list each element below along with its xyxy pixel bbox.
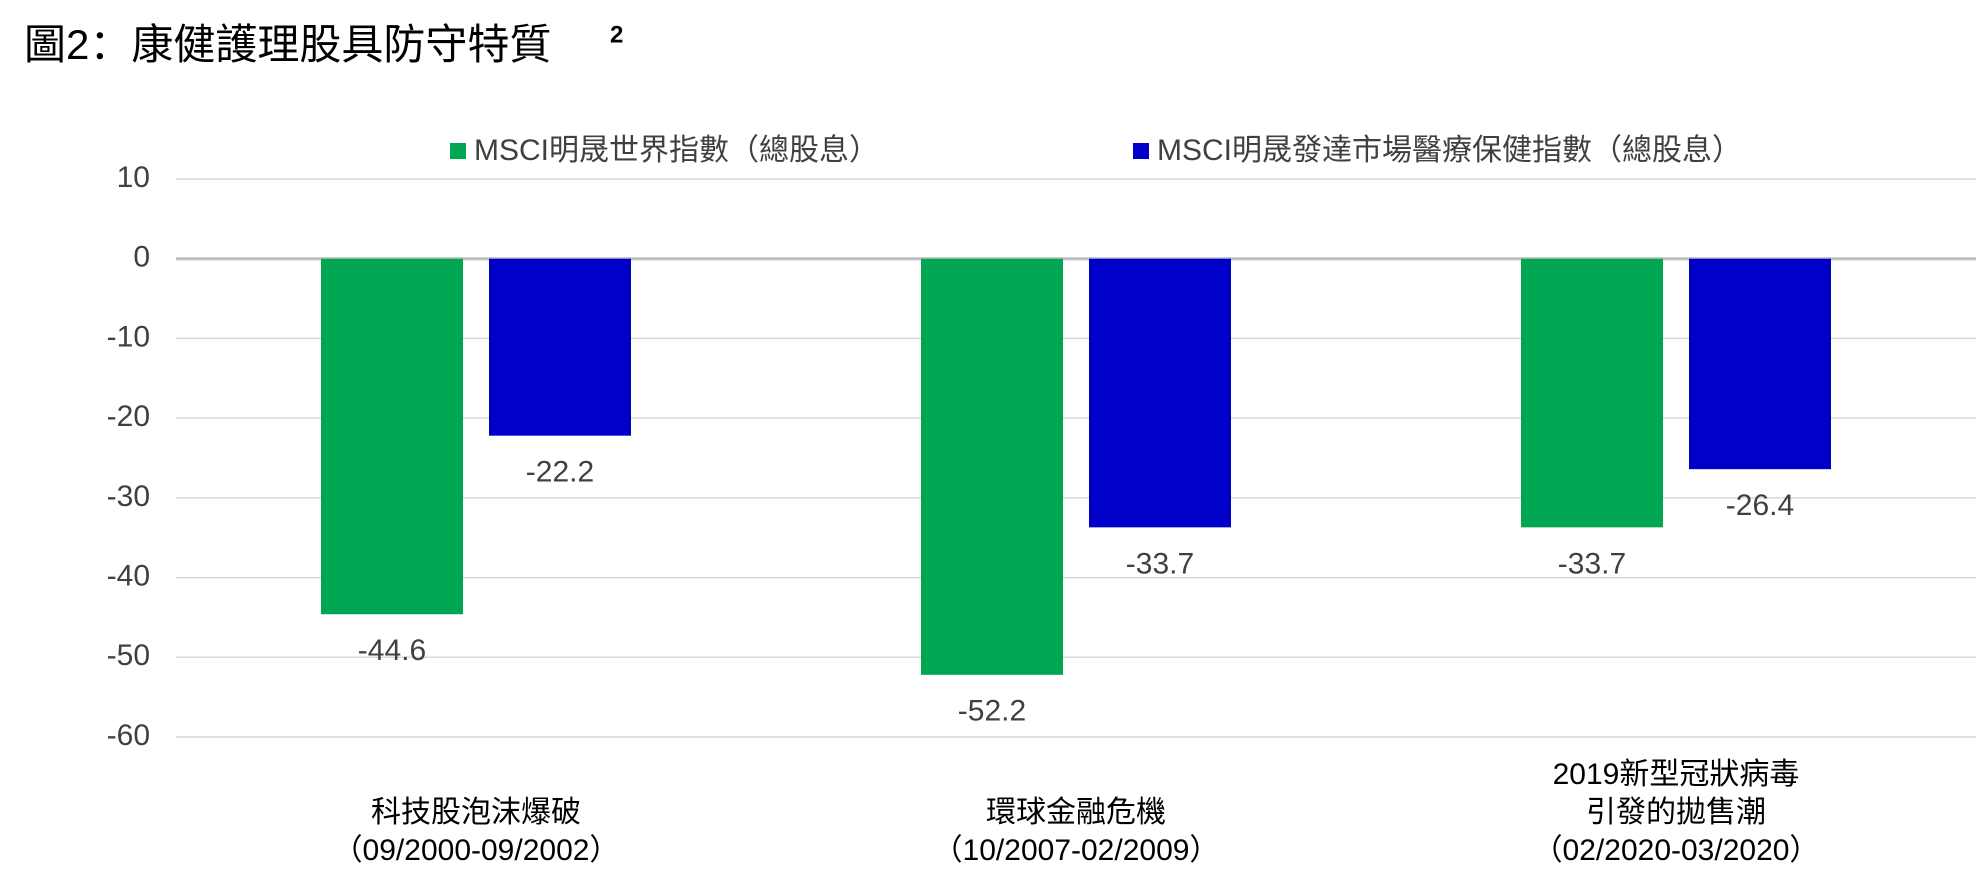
- y-tick-label: 0: [133, 241, 150, 274]
- bar: [1521, 258, 1663, 528]
- legend-swatch: [1133, 143, 1149, 159]
- title-note: 2: [610, 21, 623, 48]
- x-tick-label: 環球金融危機: [986, 796, 1166, 829]
- x-tick-label: 科技股泡沫爆破: [371, 796, 581, 829]
- legend-label: MSCI明晟發達市場醫療保健指數（總股息）: [1157, 134, 1742, 167]
- bar: [921, 258, 1063, 675]
- bar: [1089, 258, 1231, 528]
- legend-label: MSCI明晟世界指數（總股息）: [474, 134, 879, 167]
- y-tick-label: -60: [107, 719, 150, 752]
- bar: [489, 258, 631, 436]
- value-label: -52.2: [958, 695, 1026, 728]
- value-label: -33.7: [1126, 547, 1194, 580]
- y-tick-label: -30: [107, 480, 150, 513]
- value-label: -33.7: [1558, 547, 1626, 580]
- legend-swatch: [450, 143, 466, 159]
- y-tick-label: 10: [117, 161, 150, 194]
- x-tick-label: 2019新型冠狀病毒: [1553, 758, 1800, 791]
- y-tick-label: -10: [107, 320, 150, 353]
- x-tick-label: （02/2020-03/2020）: [1533, 834, 1820, 867]
- y-tick-label: -40: [107, 559, 150, 592]
- bar: [1689, 258, 1831, 470]
- y-tick-label: -20: [107, 400, 150, 433]
- value-label: -26.4: [1726, 489, 1794, 522]
- bar: [321, 258, 463, 615]
- value-label: -22.2: [526, 456, 594, 489]
- x-tick-label: 引發的拋售潮: [1586, 796, 1766, 829]
- y-tick-label: -50: [107, 639, 150, 672]
- x-tick-label: （10/2007-02/2009）: [933, 834, 1220, 867]
- chart-title: 圖2：康健護理股具防守特質: [24, 21, 551, 68]
- value-label: -44.6: [358, 634, 426, 667]
- x-tick-label: （09/2000-09/2002）: [333, 834, 620, 867]
